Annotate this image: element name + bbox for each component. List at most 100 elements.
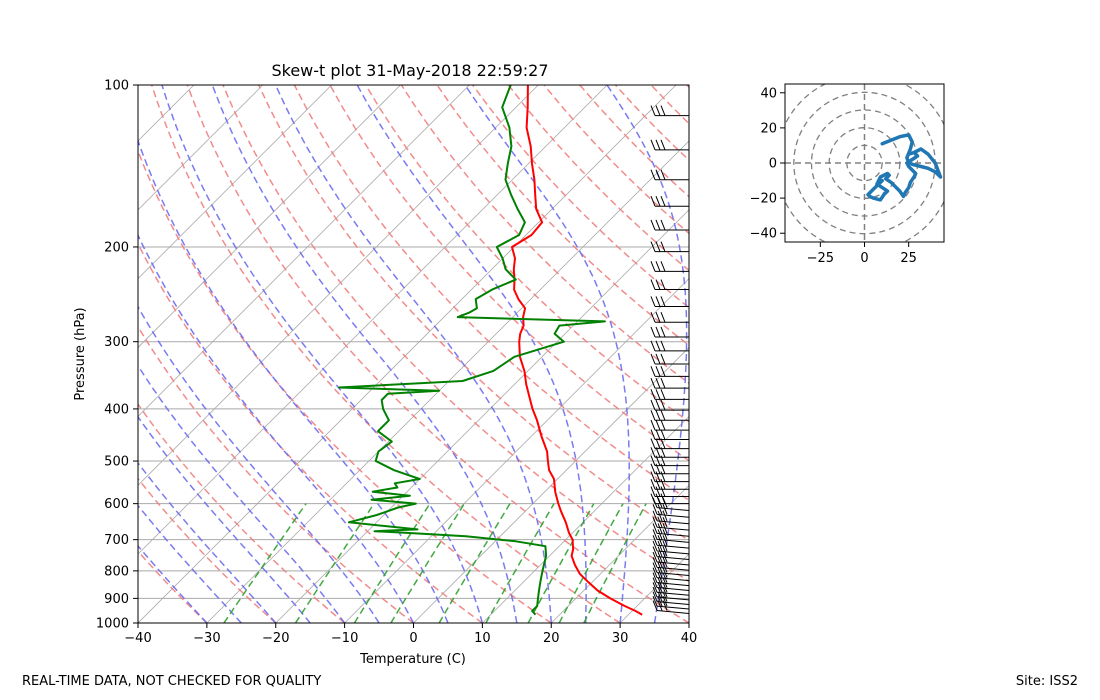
wind-barb-staff <box>657 550 690 555</box>
dry-adiabat <box>138 402 346 623</box>
wind-barb-feather <box>660 366 666 377</box>
x-tick-label: 10 <box>474 631 491 646</box>
x-tick-label: 30 <box>612 631 629 646</box>
wind-barb-feather <box>650 389 656 400</box>
wind-barb-feather <box>652 595 658 607</box>
wind-barb-feather <box>655 105 661 116</box>
wind-barb-feather <box>650 296 656 307</box>
wind-barb <box>650 486 689 498</box>
wind-barb-feather <box>652 562 658 573</box>
wind-barb <box>650 279 689 291</box>
y-tick-label: 600 <box>104 497 129 512</box>
x-tick-label: −20 <box>262 631 289 646</box>
wind-barb-feather <box>657 504 663 515</box>
wind-barb-staff <box>657 577 690 582</box>
mixing-ratio-line <box>390 503 466 623</box>
wind-barb-feather <box>660 438 666 449</box>
wind-barb-feather <box>655 377 661 389</box>
wind-barb-feather <box>655 139 661 151</box>
moist-adiabat <box>138 138 449 623</box>
skewt-grid <box>138 85 689 623</box>
x-tick-label: 40 <box>681 631 698 646</box>
wind-barb-feather <box>652 540 658 552</box>
wind-barb-feather <box>657 529 663 540</box>
y-tick-label: 300 <box>104 335 129 350</box>
wind-barb-feather <box>655 296 661 307</box>
dry-adiabat <box>400 85 689 385</box>
wind-barb-feather <box>650 169 656 180</box>
isotherm-line <box>413 346 689 623</box>
hodograph-y-tick-label: 0 <box>769 157 777 172</box>
moist-adiabat <box>211 85 518 623</box>
wind-barb-staff <box>657 610 690 614</box>
wind-barb-feather <box>650 261 656 272</box>
hodograph-x-tick-label: 25 <box>900 251 917 266</box>
y-tick-label: 700 <box>104 533 129 548</box>
wind-barb-feather <box>655 471 661 482</box>
wind-barb-feather <box>650 410 656 421</box>
dry-adiabat <box>138 477 277 623</box>
wind-barb-feather <box>657 523 663 534</box>
moist-adiabat <box>161 85 484 623</box>
wind-barb-feather <box>657 535 663 546</box>
wind-barb-feather <box>655 326 661 338</box>
wind-barb-staff <box>657 526 690 531</box>
wind-barb-feather <box>652 577 658 588</box>
x-tick-label: 0 <box>409 631 417 646</box>
wind-barb-feather <box>650 438 656 449</box>
dry-adiabat <box>138 149 552 623</box>
x-axis-ticks: −40 −30 −20 −10 0 10 20 30 40 <box>124 623 697 646</box>
isotherm-line <box>206 140 689 623</box>
dewpoint-trace <box>338 85 606 616</box>
wind-barb <box>652 577 690 591</box>
wind-barb-feather <box>652 591 658 602</box>
mixing-ratio-line <box>294 503 375 623</box>
wind-barb-feather <box>652 504 658 515</box>
wind-barb-feather <box>660 312 666 323</box>
wind-barb <box>652 586 690 601</box>
wind-barb-staff <box>657 520 690 525</box>
y-axis-label: Pressure (hPa) <box>73 307 88 400</box>
wind-barb-feather <box>652 572 658 583</box>
wind-barb-feather <box>660 340 666 352</box>
wind-barb-feather <box>662 562 668 573</box>
wind-barb <box>650 296 689 307</box>
dry-adiabat <box>186 85 689 623</box>
y-tick-label: 1000 <box>96 617 129 632</box>
wind-barb-staff <box>657 591 690 596</box>
y-tick-label: 100 <box>104 79 129 94</box>
moist-adiabat <box>688 619 689 623</box>
isotherm-line <box>138 85 539 486</box>
temperature-trace <box>511 85 643 616</box>
wind-barb-feather <box>662 517 668 528</box>
wind-barb-feather <box>662 567 668 578</box>
wind-barb-feather <box>652 510 658 522</box>
isotherm-line <box>551 484 689 623</box>
wind-barb <box>650 326 689 338</box>
wind-barb <box>652 504 690 518</box>
wind-barb-feather <box>650 139 656 151</box>
wind-barb-feather <box>660 399 666 411</box>
wind-barb-staff <box>657 601 690 606</box>
wind-barb <box>650 471 689 483</box>
dry-adiabat <box>138 325 414 623</box>
mixing-ratio-line <box>438 503 511 623</box>
wind-barb-feather <box>650 279 656 290</box>
wind-barb <box>650 410 689 421</box>
wind-barb-feather <box>662 577 668 588</box>
wind-barb <box>650 169 689 181</box>
wind-barb-feather <box>657 510 663 522</box>
y-tick-label: 900 <box>104 592 129 607</box>
wind-barb-feather <box>652 586 658 598</box>
wind-barb <box>652 510 690 525</box>
hodograph-y-tick-label: −40 <box>750 227 777 242</box>
wind-barb-feather <box>655 493 661 504</box>
wind-barb-feather <box>660 353 666 365</box>
wind-barb <box>652 535 690 549</box>
wind-barb-feather <box>660 196 666 207</box>
wind-barb-feather <box>657 517 663 528</box>
moist-adiabat <box>464 85 630 623</box>
isotherm-line <box>482 415 689 623</box>
moist-adiabat <box>274 85 553 623</box>
